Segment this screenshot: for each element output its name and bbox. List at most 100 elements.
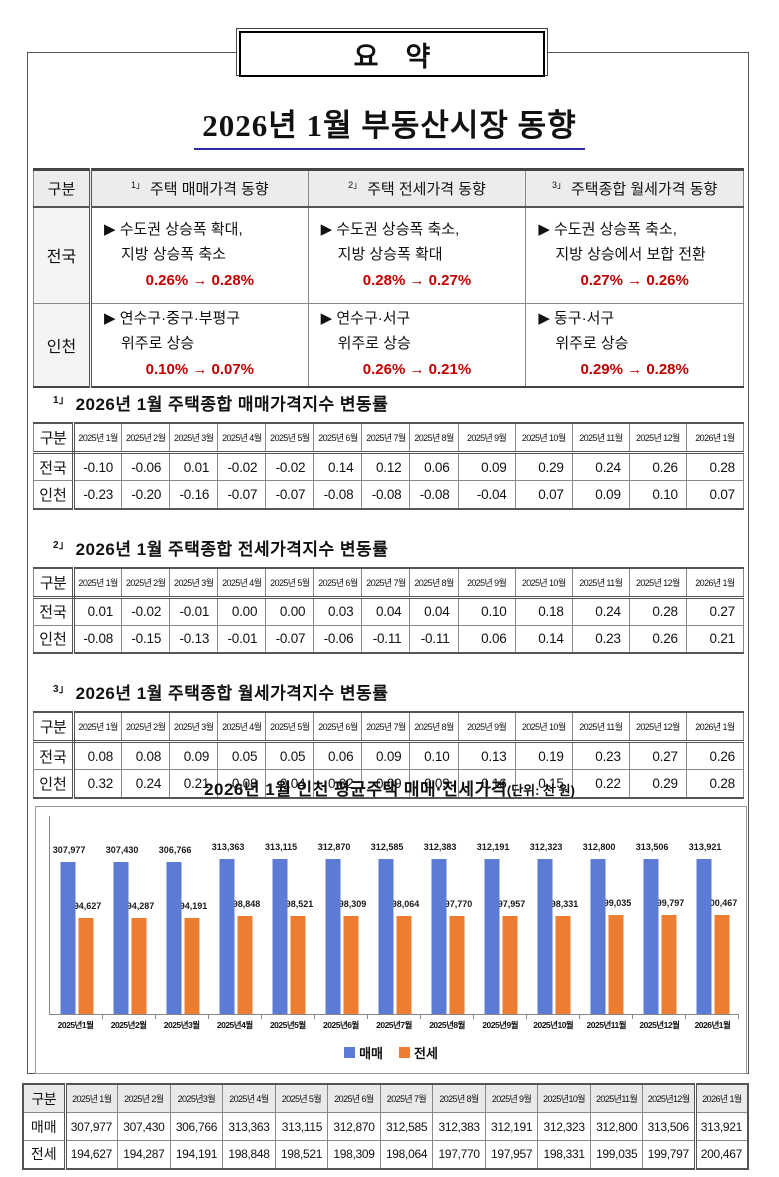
- value-cell: 0.07: [685, 480, 745, 509]
- value-cell: 0.28: [685, 452, 745, 481]
- chart-bar-group: 312,191 197,957: [474, 816, 527, 1019]
- corner-header: 구분: [32, 711, 76, 743]
- legend-jeonse-swatch: [399, 1047, 410, 1058]
- value-cell: 198,331: [537, 1140, 591, 1169]
- value-cell: -0.02: [265, 452, 315, 481]
- sale-bar-label: 313,921: [688, 842, 722, 852]
- column-header: 3」 주택종합 월세가격 동향: [525, 169, 744, 208]
- axis-tick: [314, 1015, 315, 1019]
- value-cell: 0.01: [169, 452, 219, 481]
- value-cell: 0.09: [409, 769, 459, 798]
- legend-item-jeonse: 전세: [399, 1043, 438, 1062]
- sale-bar: [272, 859, 287, 1014]
- month-header: 2025년 3월: [169, 422, 219, 454]
- axis-tick: [102, 1015, 103, 1019]
- value-cell: 0.10: [409, 741, 459, 770]
- value-cell: 0.08: [217, 769, 267, 798]
- chart-bar-group: 307,430 194,287: [103, 816, 156, 1019]
- region-label: 인천: [32, 624, 76, 654]
- legend-sale-swatch: [344, 1047, 356, 1058]
- chart-bar-group: 312,800 199,035: [580, 816, 633, 1019]
- corner-header: 구분: [32, 422, 76, 454]
- month-header: 2025년 1월: [73, 711, 123, 743]
- month-header: 2025년 8월: [409, 422, 459, 454]
- trend-line-1: ▶ 수도권 상승폭 축소,: [320, 220, 460, 238]
- month-header: 2025년 10월: [514, 422, 573, 454]
- bar-pair: [60, 862, 93, 1014]
- sale-bar: [325, 859, 340, 1014]
- sale-bar-label: 312,323: [529, 842, 563, 852]
- jeonse-bar-label: 199,797: [651, 898, 685, 908]
- x-axis-label: 2025년1월: [57, 1020, 94, 1030]
- axis-tick: [155, 1015, 156, 1019]
- month-header: 2025년 8월: [432, 1083, 486, 1113]
- value-cell: 198,848: [222, 1140, 276, 1169]
- month-header: 2025년 2월: [121, 567, 171, 599]
- sale-bar-label: 312,585: [370, 842, 404, 852]
- jeonse-bar: [184, 918, 199, 1014]
- section-heading: 3」 2026년 1월 주택종합 월세가격지수 변동률: [53, 679, 744, 704]
- chart-plot: 307,977 194,627 307,430 194,287 306,766 194,1…: [49, 816, 739, 1019]
- month-header: 2025년 12월: [628, 711, 687, 743]
- index-table-section: 2」 2026년 1월 주택종합 전세가격지수 변동률 구분 2025년 1월 20…: [32, 535, 745, 654]
- month-header: 2025년 10월: [514, 567, 573, 599]
- change-rate: 0.10% → 0.07%: [145, 361, 255, 379]
- x-axis-label: 2025년9월: [482, 1020, 519, 1030]
- value-cell: -0.08: [409, 480, 459, 509]
- month-header: 2025년 5월: [265, 711, 315, 743]
- chart-bar-group: 312,323 198,331: [527, 816, 580, 1019]
- value-cell: -0.07: [265, 480, 315, 509]
- value-cell: 0.24: [571, 452, 630, 481]
- value-cell: 0.09: [169, 741, 219, 770]
- jeonse-bar: [131, 918, 146, 1014]
- month-header: 2025년 1월: [64, 1083, 119, 1113]
- chart-bar-group: 306,766 194,191: [156, 816, 209, 1019]
- value-cell: 0.21: [685, 624, 745, 654]
- column-header: 1」 주택 매매가격 동향: [90, 169, 309, 208]
- value-cell: 0.04: [409, 596, 459, 626]
- chart-bar-group: 313,506 199,797: [633, 816, 686, 1019]
- index-tables-container: 1」 2026년 1월 주택종합 매매가격지수 변동률 구분 2025년 1월 20…: [32, 390, 745, 824]
- month-header: 2025년 4월: [217, 711, 267, 743]
- legend-item-sale: 매매: [344, 1043, 383, 1062]
- sale-bar-label: 312,870: [317, 842, 351, 852]
- trend-line-1: ▶ 수도권 상승폭 확대,: [104, 220, 243, 238]
- month-header: 2025년 11월: [571, 422, 630, 454]
- sale-bar: [431, 859, 446, 1014]
- value-cell: 0.26: [685, 741, 745, 770]
- trend-line-2: 지방 상승폭 확대: [337, 245, 443, 263]
- value-cell: 312,383: [432, 1112, 486, 1141]
- chart-bar-group: 312,870 198,309: [315, 816, 368, 1019]
- jeonse-bar: [661, 915, 676, 1014]
- value-cell: 0.09: [361, 741, 411, 770]
- axis-tick: [473, 1015, 474, 1019]
- axis-tick: [367, 1015, 368, 1019]
- region-label: 전국: [33, 206, 92, 304]
- month-header: 2026년 1월: [685, 711, 745, 743]
- x-axis-label: 2025년8월: [429, 1020, 465, 1030]
- jeonse-bar-label: 194,191: [174, 901, 208, 911]
- bar-pair: [537, 859, 570, 1014]
- value-cell: -0.08: [73, 624, 123, 654]
- axis-tick: [685, 1015, 686, 1019]
- jeonse-bar-label: 200,467: [704, 898, 738, 908]
- jeonse-bar-label: 198,309: [333, 899, 367, 909]
- sale-bar: [378, 859, 393, 1014]
- bar-pair: [590, 859, 623, 1014]
- value-cell: 312,870: [327, 1112, 381, 1141]
- region-label: 전국: [32, 741, 76, 770]
- sale-bar: [590, 859, 605, 1014]
- month-header: 2025년 6월: [313, 711, 363, 743]
- value-cell: -0.07: [217, 480, 267, 509]
- value-cell: -0.07: [265, 624, 315, 654]
- jeonse-bar: [714, 915, 729, 1014]
- value-cell: 0.16: [457, 769, 516, 798]
- page-title-text: 2026년 1월 부동산시장 동향: [194, 108, 585, 150]
- value-cell: 199,035: [589, 1140, 644, 1169]
- month-header: 2025년 2월: [121, 711, 171, 743]
- value-cell: 0.21: [169, 769, 219, 798]
- month-header: 2025년 6월: [327, 1083, 381, 1113]
- month-header: 2026년 1월: [693, 1083, 749, 1113]
- month-header: 2025년 9월: [457, 567, 516, 599]
- x-axis-label: 2025년5월: [269, 1020, 306, 1030]
